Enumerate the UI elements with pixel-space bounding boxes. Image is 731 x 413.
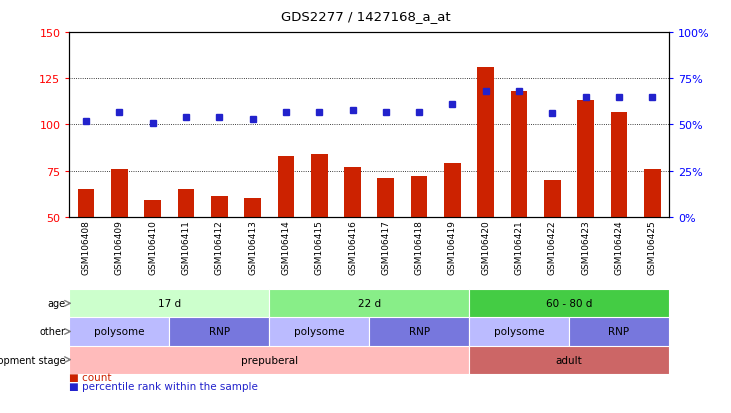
Bar xyxy=(644,169,661,309)
Bar xyxy=(111,169,128,309)
Bar xyxy=(477,68,494,309)
Bar xyxy=(69,318,170,346)
Text: other: other xyxy=(39,327,66,337)
Text: GSM106420: GSM106420 xyxy=(481,219,491,274)
Text: GSM106413: GSM106413 xyxy=(248,219,257,274)
Bar xyxy=(344,168,361,309)
Text: RNP: RNP xyxy=(409,327,430,337)
Bar xyxy=(211,197,227,309)
Bar xyxy=(377,178,394,309)
Text: 17 d: 17 d xyxy=(158,299,181,309)
Text: GSM106409: GSM106409 xyxy=(115,219,124,274)
Bar xyxy=(170,318,269,346)
Bar xyxy=(610,112,627,309)
Text: GSM106424: GSM106424 xyxy=(615,219,624,274)
Text: RNP: RNP xyxy=(608,327,629,337)
Bar xyxy=(569,318,669,346)
Text: GSM106412: GSM106412 xyxy=(215,219,224,274)
Text: polysome: polysome xyxy=(294,327,344,337)
Text: GSM106410: GSM106410 xyxy=(148,219,157,274)
Text: GSM106423: GSM106423 xyxy=(581,219,590,274)
Text: 22 d: 22 d xyxy=(357,299,381,309)
Bar xyxy=(511,92,527,309)
Text: GSM106421: GSM106421 xyxy=(515,219,523,274)
Bar xyxy=(577,101,594,309)
Text: ■ percentile rank within the sample: ■ percentile rank within the sample xyxy=(69,381,258,391)
Text: GSM106417: GSM106417 xyxy=(382,219,390,274)
Text: prepuberal: prepuberal xyxy=(240,355,298,365)
Bar xyxy=(278,157,294,309)
Text: development stage: development stage xyxy=(0,355,66,365)
Bar xyxy=(311,154,327,309)
Text: ■ count: ■ count xyxy=(69,373,112,382)
Text: GSM106418: GSM106418 xyxy=(414,219,423,274)
Bar xyxy=(269,318,369,346)
Bar xyxy=(269,290,469,318)
Bar xyxy=(469,318,569,346)
Text: polysome: polysome xyxy=(94,327,145,337)
Bar xyxy=(69,290,269,318)
Bar xyxy=(178,190,194,309)
Bar xyxy=(244,199,261,309)
Text: GSM106415: GSM106415 xyxy=(315,219,324,274)
Bar xyxy=(145,201,161,309)
Text: GSM106408: GSM106408 xyxy=(82,219,91,274)
Bar xyxy=(469,290,669,318)
Bar xyxy=(77,190,94,309)
Text: adult: adult xyxy=(556,355,583,365)
Text: age: age xyxy=(48,299,66,309)
Text: GSM106419: GSM106419 xyxy=(448,219,457,274)
Text: RNP: RNP xyxy=(209,327,230,337)
Text: GDS2277 / 1427168_a_at: GDS2277 / 1427168_a_at xyxy=(281,10,450,23)
Bar xyxy=(369,318,469,346)
Bar xyxy=(411,177,428,309)
Text: GSM106411: GSM106411 xyxy=(181,219,191,274)
Bar xyxy=(444,164,461,309)
Text: GSM106416: GSM106416 xyxy=(348,219,357,274)
Text: GSM106422: GSM106422 xyxy=(548,219,557,274)
Bar xyxy=(469,346,669,374)
Text: polysome: polysome xyxy=(493,327,545,337)
Text: 60 - 80 d: 60 - 80 d xyxy=(546,299,592,309)
Text: GSM106414: GSM106414 xyxy=(281,219,290,274)
Bar xyxy=(69,346,469,374)
Text: GSM106425: GSM106425 xyxy=(648,219,656,274)
Bar xyxy=(544,180,561,309)
